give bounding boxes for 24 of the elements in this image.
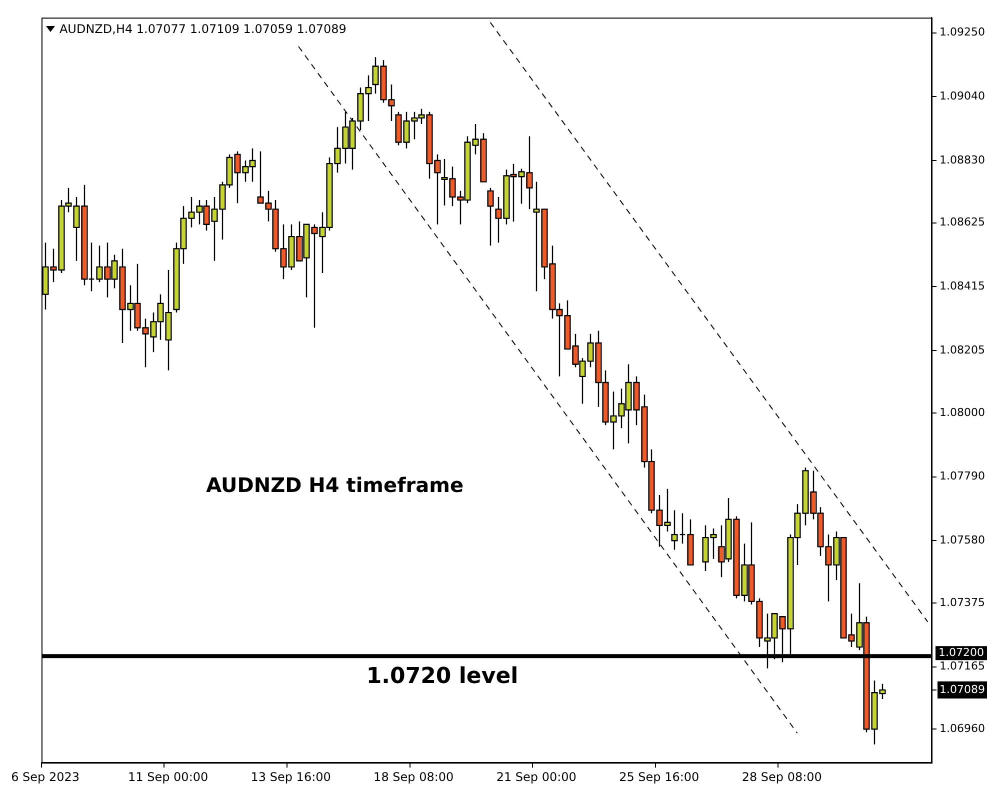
y-tick-label: 1.09250 <box>940 26 986 39</box>
y-tick-label: 1.07375 <box>940 596 986 609</box>
x-tick-label: 21 Sep 00:00 <box>496 770 576 784</box>
x-tick-label: 11 Sep 00:00 <box>128 770 208 784</box>
y-tick-label: 1.07790 <box>940 470 986 483</box>
y-tick-label: 1.06960 <box>940 722 986 736</box>
x-tick-label: 13 Sep 16:00 <box>250 770 331 784</box>
y-tick-label: 1.08415 <box>940 280 986 293</box>
y-tick-label: 1.08000 <box>940 406 986 419</box>
x-tick-label: 18 Sep 08:00 <box>374 770 454 784</box>
y-tick-label: 1.08830 <box>940 153 986 166</box>
y-tick-label: 1.08625 <box>940 216 986 229</box>
annotation: AUDNZD H4 timeframe <box>206 473 464 498</box>
ref-line-label: 1.0720 level <box>366 664 518 689</box>
x-tick-label: 28 Sep 08:00 <box>742 770 822 784</box>
y-tick-label: 1.09040 <box>940 90 986 103</box>
chart-title: AUDNZD,H4 1.07077 1.07109 1.07059 1.07089 <box>59 22 346 36</box>
y-tick-label: 1.07089 <box>940 682 986 696</box>
y-tick-label: 1.07580 <box>940 533 986 546</box>
text: 1.07200 <box>938 646 984 660</box>
x-tick-label: 25 Sep 16:00 <box>619 770 700 784</box>
y-tick-label: 1.08205 <box>940 343 986 356</box>
x-tick-label: 6 Sep 2023 <box>11 770 80 784</box>
y-tick-label: 1.07165 <box>940 660 986 673</box>
